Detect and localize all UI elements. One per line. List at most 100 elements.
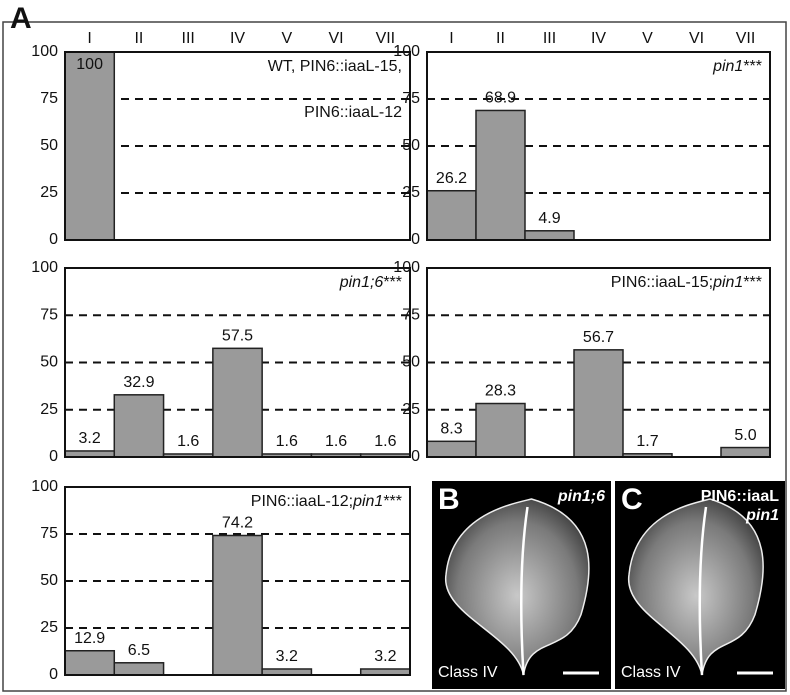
value-label: 1.6 bbox=[374, 433, 396, 450]
bar bbox=[113, 394, 165, 458]
genotype-label: PIN6::iaaL bbox=[701, 488, 779, 505]
x-tick-label: V bbox=[642, 30, 653, 47]
plot-frame bbox=[64, 51, 411, 241]
text-run: PIN6::iaaL-15; bbox=[611, 274, 713, 291]
photo-label: B bbox=[438, 483, 460, 516]
value-label: 5.0 bbox=[734, 427, 756, 444]
class-label: Class IV bbox=[621, 664, 681, 681]
value-label: 8.3 bbox=[440, 421, 462, 438]
text-run: pin1;6 bbox=[339, 274, 384, 291]
figure-frame bbox=[2, 21, 787, 692]
value-label: 26.2 bbox=[436, 170, 467, 187]
y-tick-label: 100 bbox=[393, 259, 420, 276]
text-run: PIN6::iaaL-12 bbox=[304, 104, 402, 121]
value-label: 3.2 bbox=[79, 430, 101, 447]
value-label: 1.6 bbox=[325, 433, 347, 450]
x-tick-label: VII bbox=[736, 30, 756, 47]
y-tick-label: 100 bbox=[393, 43, 420, 60]
x-tick-label: I bbox=[449, 30, 453, 47]
annotation: WT, PIN6::iaaL-15, bbox=[268, 58, 402, 75]
x-tick-label: III bbox=[182, 30, 195, 47]
bar bbox=[426, 440, 477, 458]
leaf-image bbox=[628, 498, 764, 676]
text-run: *** bbox=[743, 58, 762, 75]
text-run: pin1 bbox=[712, 274, 743, 291]
value-label: 56.7 bbox=[583, 329, 614, 346]
y-tick-label: 50 bbox=[40, 572, 58, 589]
genotype-label: pin1 bbox=[745, 507, 779, 524]
y-tick-label: 0 bbox=[49, 231, 58, 248]
y-tick-label: 75 bbox=[40, 525, 58, 542]
y-tick-label: 50 bbox=[40, 137, 58, 154]
value-label: 1.6 bbox=[276, 433, 298, 450]
bar bbox=[212, 347, 263, 458]
text-run: *** bbox=[383, 274, 402, 291]
bar bbox=[212, 534, 263, 676]
text-run: pin1 bbox=[745, 507, 779, 524]
bar bbox=[720, 446, 771, 458]
value-label: 3.2 bbox=[374, 648, 396, 665]
text-run: PIN6::iaaL-12; bbox=[251, 493, 353, 510]
value-label: 6.5 bbox=[128, 642, 150, 659]
bar bbox=[475, 402, 526, 458]
x-tick-label: I bbox=[87, 30, 91, 47]
y-tick-label: 50 bbox=[402, 137, 420, 154]
text-run: WT, PIN6::iaaL-15, bbox=[268, 58, 402, 75]
y-tick-label: 0 bbox=[411, 231, 420, 248]
y-tick-label: 50 bbox=[40, 354, 58, 371]
x-tick-label: II bbox=[496, 30, 505, 47]
y-tick-label: 100 bbox=[31, 43, 58, 60]
y-tick-label: 25 bbox=[40, 184, 58, 201]
plot-frame bbox=[426, 267, 771, 458]
leaf-vein bbox=[698, 506, 708, 676]
text-run: pin1 bbox=[712, 58, 743, 75]
text-run: pin1;6 bbox=[557, 488, 605, 505]
plot-frame bbox=[64, 486, 411, 676]
panel-label: A bbox=[10, 2, 32, 35]
value-label: 1.6 bbox=[177, 433, 199, 450]
genotype-label: pin1;6 bbox=[557, 488, 605, 505]
leaf-image bbox=[445, 498, 590, 676]
x-tick-label: IV bbox=[591, 30, 606, 47]
x-tick-label: IV bbox=[230, 30, 245, 47]
annotation: pin1*** bbox=[712, 58, 762, 75]
y-tick-label: 25 bbox=[402, 401, 420, 418]
y-tick-label: 100 bbox=[31, 478, 58, 495]
y-tick-label: 75 bbox=[402, 90, 420, 107]
annotation: PIN6::iaaL-12;pin1*** bbox=[251, 493, 402, 510]
x-tick-label: VI bbox=[689, 30, 704, 47]
bar bbox=[426, 189, 477, 241]
value-label: 100 bbox=[76, 56, 103, 73]
text-run: *** bbox=[743, 274, 762, 291]
x-tick-label: VI bbox=[329, 30, 344, 47]
y-tick-label: 75 bbox=[40, 306, 58, 323]
bar bbox=[64, 51, 116, 241]
x-tick-label: V bbox=[281, 30, 292, 47]
value-label: 28.3 bbox=[485, 383, 516, 400]
plot-frame bbox=[426, 51, 771, 241]
bar bbox=[524, 230, 575, 241]
value-label: 57.5 bbox=[222, 328, 253, 345]
annotation: PIN6::iaaL-15;pin1*** bbox=[611, 274, 762, 291]
y-tick-label: 0 bbox=[411, 448, 420, 465]
y-tick-label: 25 bbox=[40, 619, 58, 636]
y-tick-label: 25 bbox=[402, 184, 420, 201]
value-label: 1.7 bbox=[636, 433, 658, 450]
annotation: pin1;6*** bbox=[339, 274, 402, 291]
annotation: PIN6::iaaL-12 bbox=[304, 104, 402, 121]
y-tick-label: 75 bbox=[40, 90, 58, 107]
bar bbox=[113, 662, 165, 676]
text-run: pin1 bbox=[352, 493, 383, 510]
y-tick-label: 75 bbox=[402, 306, 420, 323]
y-tick-label: 50 bbox=[402, 354, 420, 371]
value-label: 4.9 bbox=[538, 210, 560, 227]
y-tick-label: 0 bbox=[49, 448, 58, 465]
plot-frame bbox=[64, 267, 411, 458]
value-label: 12.9 bbox=[74, 630, 105, 647]
text-run: *** bbox=[383, 493, 402, 510]
class-label: Class IV bbox=[438, 664, 498, 681]
bar bbox=[573, 349, 624, 458]
bar bbox=[475, 109, 526, 241]
bar bbox=[64, 649, 116, 676]
